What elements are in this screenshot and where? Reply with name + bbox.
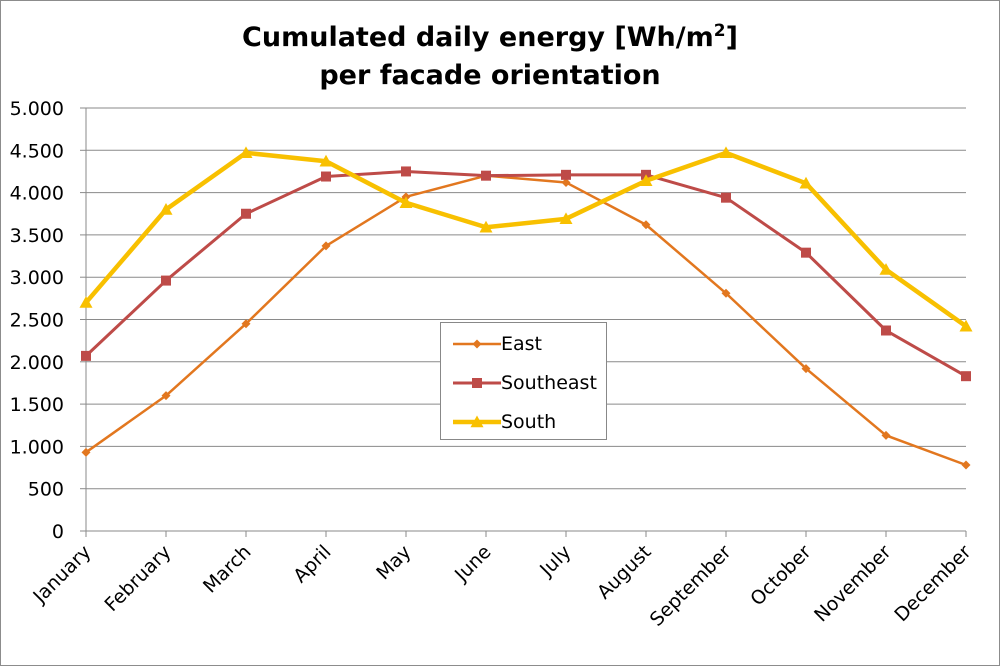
data-point-southeast [881,325,891,336]
chart-title-superscript: 2 [713,21,726,41]
y-tick-label: 1.500 [10,394,64,416]
series-lines [79,146,973,470]
x-tick-label: October [746,541,815,610]
x-tick-label: June [450,541,496,587]
data-point-southeast [321,171,331,182]
data-point-south [959,319,973,332]
x-tick-label: February [100,541,175,616]
legend-swatch-south [453,415,501,428]
data-point-east [961,460,971,470]
data-point-south [559,212,573,225]
y-tick-label: 3.000 [10,267,64,289]
gridlines [86,107,966,490]
x-tick-label: September [646,541,736,631]
legend-swatch-east [453,339,501,349]
data-point-south [719,146,733,159]
data-point-east [81,447,91,457]
data-point-southeast [961,371,971,382]
axes [80,107,967,537]
series-line-east [85,174,967,467]
data-point-south [239,146,253,159]
legend: East Southeast South [440,322,607,440]
data-point-south [399,196,413,208]
data-point-southeast [481,170,491,181]
data-point-east [321,241,331,251]
data-point-east [161,391,171,401]
chart-title-main: Cumulated daily energy [Wh/m [242,22,714,53]
x-tick-label: January [28,541,95,608]
y-tick-label: 0 [52,521,64,543]
data-point-southeast [561,169,571,180]
legend-item-south: South [441,407,606,437]
legend-item-southeast: Southeast [441,368,606,398]
data-point-southeast [401,166,411,177]
y-tick-label: 4.000 [10,183,64,205]
y-tick-label: 2.500 [10,310,64,332]
data-point-south [159,203,173,215]
x-axis-tick-labels: January February March April May June July Augu… [28,541,975,631]
data-point-east [561,177,571,187]
data-point-south [639,174,653,186]
data-point-south [319,154,333,167]
x-tick-label: November [810,541,896,627]
data-point-east [641,220,651,230]
series-line-south [84,150,968,329]
data-point-southeast [721,192,731,203]
series-line-southeast [84,169,967,378]
legend-label-southeast: Southeast [501,372,597,394]
y-tick-label: 1.000 [10,436,64,458]
legend-marker [470,415,484,428]
y-tick-label: 2.000 [10,352,64,374]
y-tick-label: 4.500 [10,140,64,162]
data-point-southeast [161,275,171,286]
x-tick-label: December [890,541,975,626]
x-tick-label: May [372,541,415,584]
x-tick-label: March [199,541,256,598]
y-axis-tick-labels: 0 500 1.000 1.500 2.000 2.500 3.000 3.500 4.000 4… [10,98,64,543]
data-point-east [721,288,731,298]
chart-title: Cumulated daily energy [Wh/m2] per facad… [150,12,830,95]
data-point-southeast [801,247,811,258]
legend-item-east: East [441,329,606,359]
legend-marker [472,378,482,388]
chart-subtitle: per facade orientation [319,60,661,91]
x-tick-label: April [289,541,335,587]
y-tick-label: 500 [28,479,64,501]
data-point-south [79,296,93,308]
data-point-east [881,430,891,440]
legend-swatch-southeast [453,378,501,388]
data-point-south [479,220,493,233]
chart-title-close: ] [725,22,738,53]
x-tick-label: July [535,541,575,581]
data-point-south [879,263,893,275]
x-tick-label: August [593,541,656,604]
data-point-east [241,319,251,329]
data-point-east [801,364,811,374]
y-tick-label: 3.500 [10,225,64,247]
y-tick-label: 5.000 [10,98,64,120]
legend-label-east: East [501,333,542,355]
legend-marker [472,339,482,349]
data-point-south [799,176,813,189]
data-point-southeast [241,208,251,219]
legend-label-south: South [501,411,557,433]
data-point-southeast [81,350,91,361]
